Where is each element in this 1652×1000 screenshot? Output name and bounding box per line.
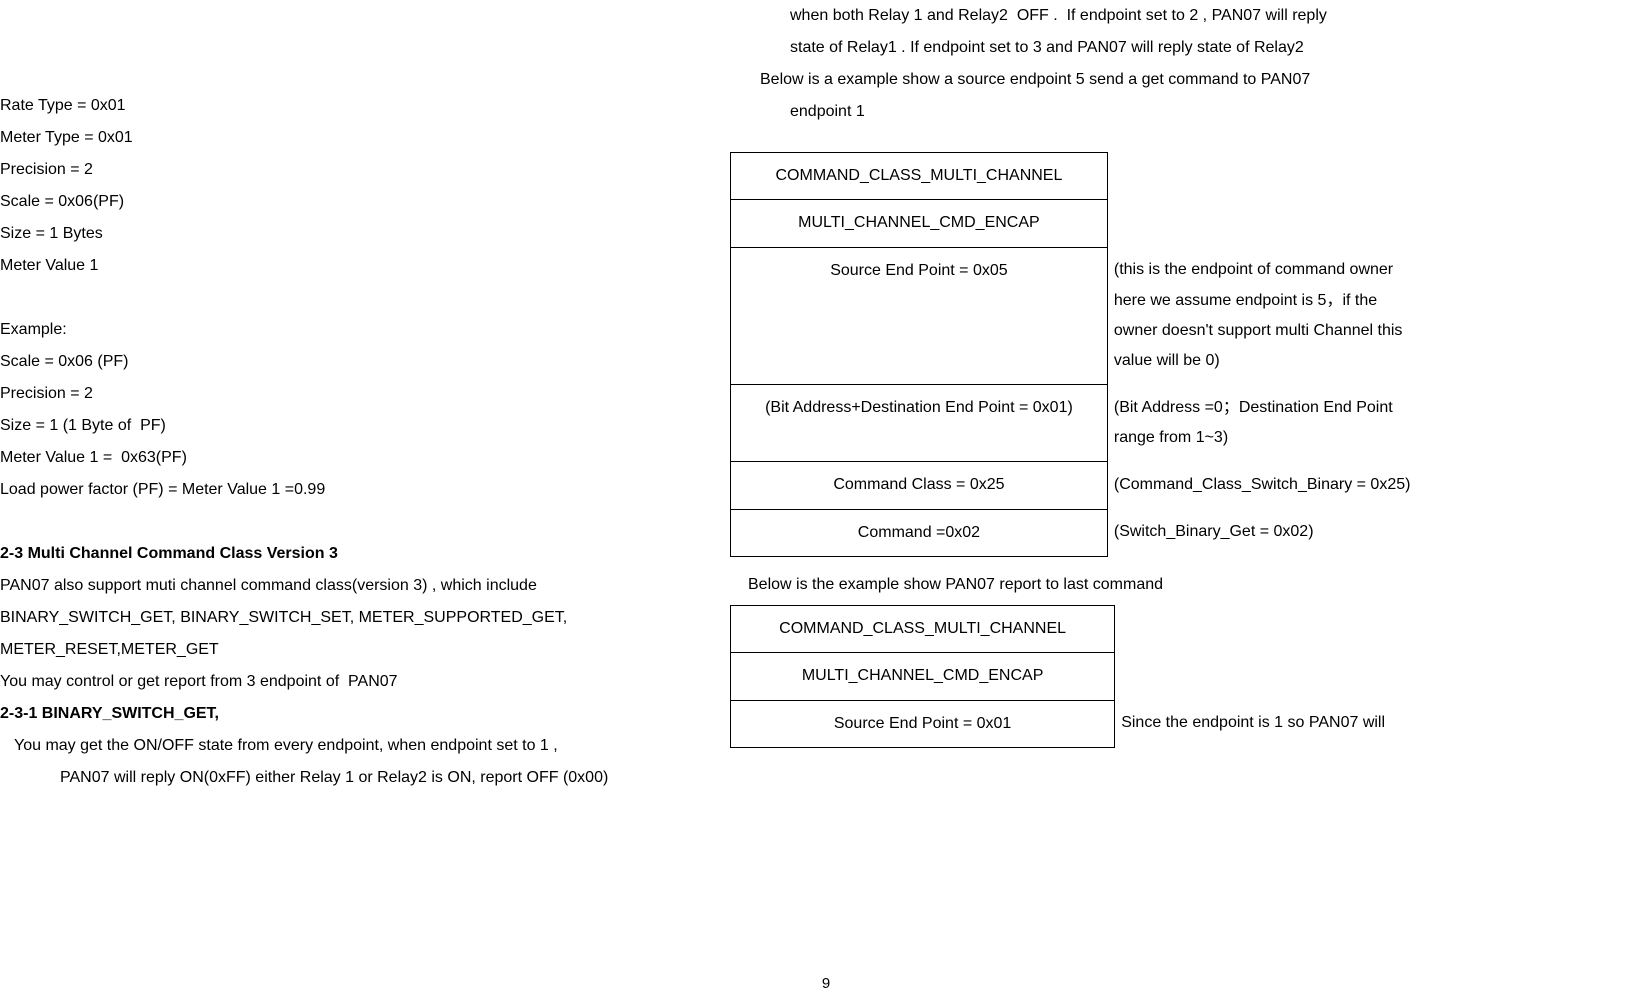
text-line: METER_RESET,METER_GET bbox=[0, 634, 680, 666]
command-table-1: COMMAND_CLASS_MULTI_CHANNEL MULTI_CHANNE… bbox=[730, 152, 1430, 557]
text-line: Load power factor (PF) = Meter Value 1 =… bbox=[0, 474, 680, 506]
table-cell: (this is the endpoint of command owner h… bbox=[1107, 247, 1430, 385]
text-line: Scale = 0x06(PF) bbox=[0, 186, 680, 218]
text-line: when both Relay 1 and Relay2 OFF . If en… bbox=[730, 0, 1430, 32]
table-cell: COMMAND_CLASS_MULTI_CHANNEL bbox=[731, 153, 1108, 200]
text-line: Example: bbox=[0, 314, 680, 346]
text-line: Meter Value 1 = 0x63(PF) bbox=[0, 442, 680, 474]
section-heading: 2-3-1 BINARY_SWITCH_GET, bbox=[0, 698, 680, 730]
table-cell: (Bit Address+Destination End Point = 0x0… bbox=[731, 385, 1108, 462]
table-cell: Source End Point = 0x01 bbox=[731, 700, 1115, 747]
table-cell: (Switch_Binary_Get = 0x02) bbox=[1107, 509, 1430, 556]
text-line: BINARY_SWITCH_GET, BINARY_SWITCH_SET, ME… bbox=[0, 602, 680, 634]
table-cell: COMMAND_CLASS_MULTI_CHANNEL bbox=[731, 605, 1115, 652]
text-line: Below is a example show a source endpoin… bbox=[730, 64, 1430, 96]
table-cell: Command Class = 0x25 bbox=[731, 462, 1108, 509]
table-cell: (Command_Class_Switch_Binary = 0x25) bbox=[1107, 462, 1430, 509]
page-number: 9 bbox=[822, 975, 830, 992]
text-line: Below is the example show PAN07 report t… bbox=[730, 569, 1430, 601]
table-cell: Command =0x02 bbox=[731, 509, 1108, 556]
right-column: when both Relay 1 and Relay2 OFF . If en… bbox=[730, 0, 1430, 748]
text-line: Meter Value 1 bbox=[0, 250, 680, 282]
table-cell: Source End Point = 0x05 bbox=[731, 247, 1108, 385]
text-line: Meter Type = 0x01 bbox=[0, 122, 680, 154]
spacer bbox=[0, 506, 680, 538]
text-line: PAN07 also support muti channel command … bbox=[0, 570, 680, 602]
table-cell: MULTI_CHANNEL_CMD_ENCAP bbox=[731, 653, 1115, 700]
table-cell: Since the endpoint is 1 so PAN07 will bbox=[1115, 700, 1430, 747]
table-cell: (Bit Address =0；Destination End Point ra… bbox=[1107, 385, 1430, 462]
command-table-2: COMMAND_CLASS_MULTI_CHANNEL MULTI_CHANNE… bbox=[730, 605, 1430, 748]
left-column: Rate Type = 0x01 Meter Type = 0x01 Preci… bbox=[0, 90, 680, 794]
text-line: Precision = 2 bbox=[0, 378, 680, 410]
text-line: endpoint 1 bbox=[730, 96, 1430, 128]
table-cell bbox=[1115, 605, 1430, 700]
text-line: Scale = 0x06 (PF) bbox=[0, 346, 680, 378]
spacer bbox=[0, 282, 680, 314]
table-cell: MULTI_CHANNEL_CMD_ENCAP bbox=[731, 200, 1108, 247]
page: Rate Type = 0x01 Meter Type = 0x01 Preci… bbox=[0, 0, 1652, 1000]
text-line: state of Relay1 . If endpoint set to 3 a… bbox=[730, 32, 1430, 64]
text-line: You may get the ON/OFF state from every … bbox=[0, 730, 680, 762]
text-line: You may control or get report from 3 end… bbox=[0, 666, 680, 698]
section-heading: 2-3 Multi Channel Command Class Version … bbox=[0, 538, 680, 570]
text-line: Size = 1 Bytes bbox=[0, 218, 680, 250]
table-cell bbox=[1107, 153, 1430, 248]
text-line: Size = 1 (1 Byte of PF) bbox=[0, 410, 680, 442]
text-line: Rate Type = 0x01 bbox=[0, 90, 680, 122]
text-line: PAN07 will reply ON(0xFF) either Relay 1… bbox=[0, 762, 680, 794]
text-line: Precision = 2 bbox=[0, 154, 680, 186]
